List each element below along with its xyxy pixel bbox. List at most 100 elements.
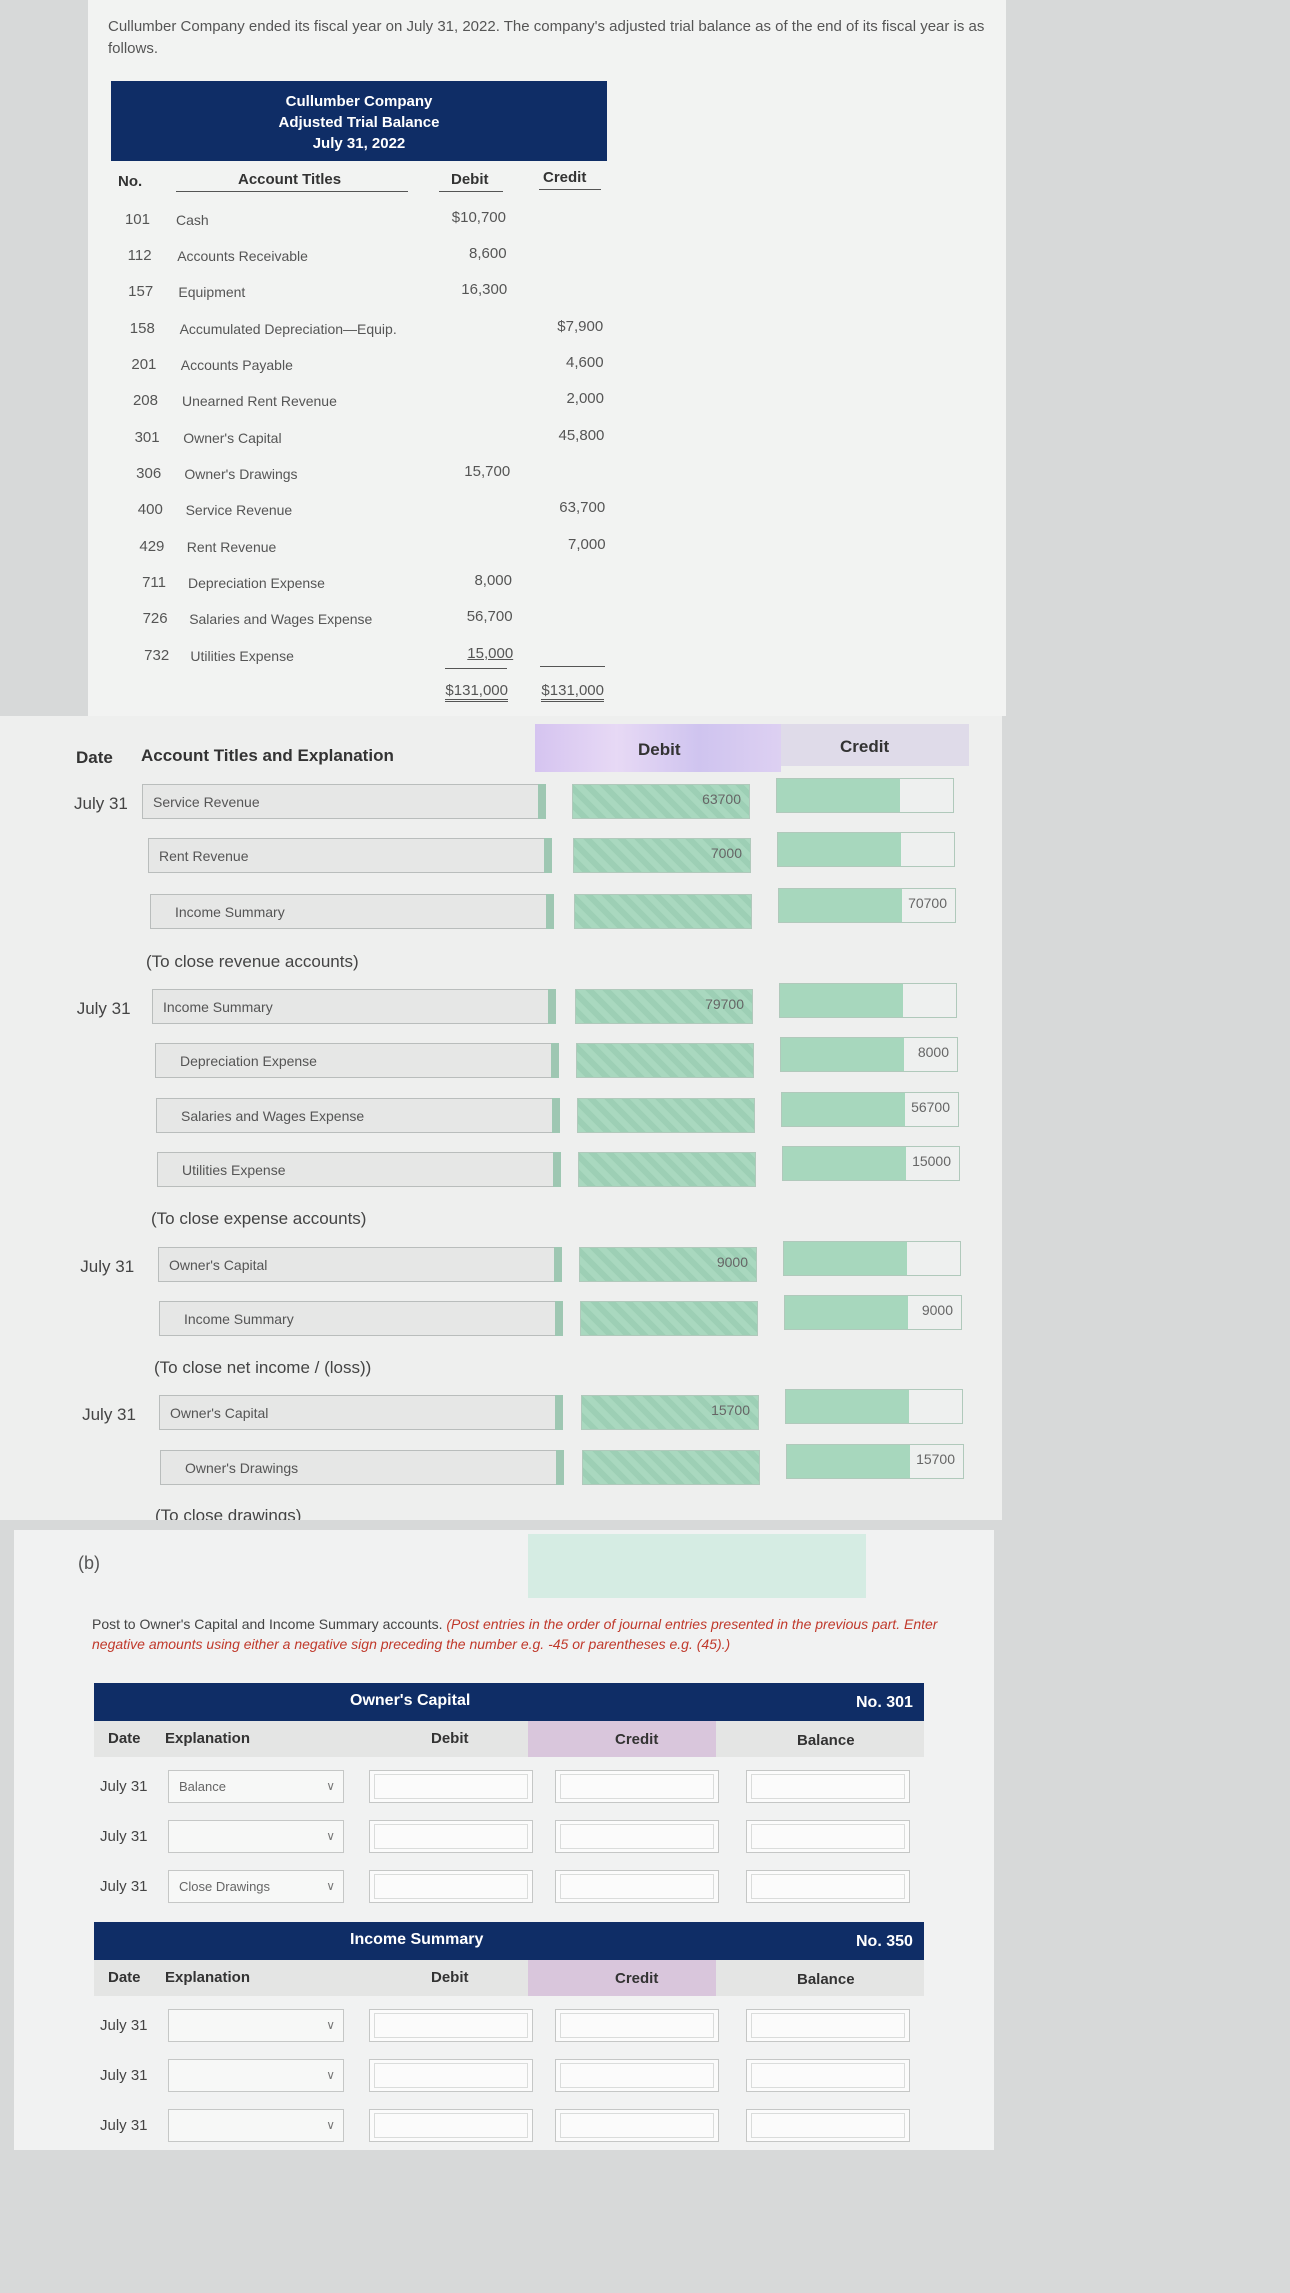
account-title-input[interactable]: Depreciation Expense: [155, 1043, 559, 1078]
tb-debit-value: 8,600: [469, 245, 507, 262]
debit-input[interactable]: [574, 894, 752, 929]
divider: [539, 189, 601, 190]
account-title-input[interactable]: Utilities Expense: [157, 1152, 561, 1187]
tb-credit-value: 2,000: [566, 390, 604, 407]
credit-input[interactable]: 15700: [786, 1444, 964, 1479]
tb-account-no: 101: [124, 211, 150, 228]
ledger-date: July 31: [100, 2017, 148, 2034]
journal-credit-header: Credit: [840, 737, 890, 756]
credit-col-highlight: [528, 1721, 716, 1757]
account-title-input[interactable]: Income Summary: [152, 989, 556, 1024]
debit-input[interactable]: 9000: [579, 1247, 757, 1282]
explanation-select[interactable]: ∨: [168, 2009, 344, 2042]
journal-date-header: Date: [76, 748, 113, 767]
debit-input[interactable]: [582, 1450, 760, 1485]
ledger-balance-header: Balance: [797, 1732, 855, 1749]
instruction-note: (Post entries in the order of journal en…: [92, 1616, 938, 1652]
ledger-account-no: No. 350: [856, 1933, 913, 1950]
credit-col-highlight: [528, 1960, 716, 1996]
ledger-credit-input[interactable]: [555, 2009, 719, 2042]
ledger-account-no: No. 301: [856, 1694, 913, 1711]
ledger-credit-input[interactable]: [555, 2109, 719, 2142]
journal-date: July 31: [80, 1257, 135, 1276]
ledger-balance-input[interactable]: [746, 1820, 910, 1853]
explanation-select[interactable]: ∨: [168, 2109, 344, 2142]
credit-input[interactable]: 9000: [784, 1295, 962, 1330]
ledger-credit-input[interactable]: [555, 1870, 719, 1903]
tb-account-title: Cash: [176, 212, 209, 228]
tb-account-title: Accumulated Depreciation—Equip.: [179, 321, 397, 337]
ledger-credit-header: Credit: [615, 1970, 659, 1987]
tb-debit-value: 8,000: [474, 572, 512, 589]
tb-account-no: 158: [129, 320, 155, 337]
ledger-date-header: Date: [108, 1969, 141, 1986]
account-title-input[interactable]: Income Summary: [150, 894, 554, 929]
ledger-balance-header: Balance: [797, 1971, 855, 1988]
ledger-balance-input[interactable]: [746, 1870, 910, 1903]
debit-input[interactable]: 63700: [572, 784, 750, 819]
ledger-balance-input[interactable]: [746, 1770, 910, 1803]
credit-input[interactable]: 56700: [781, 1092, 959, 1127]
ledger-credit-input[interactable]: [555, 1770, 719, 1803]
ledger-debit-input[interactable]: [369, 2059, 533, 2092]
debit-input[interactable]: [578, 1152, 756, 1187]
chevron-down-icon: ∨: [326, 2018, 335, 2032]
tb-account-no: 157: [128, 283, 154, 300]
account-title-input[interactable]: Service Revenue: [142, 784, 546, 819]
credit-input[interactable]: [777, 832, 955, 867]
credit-input[interactable]: 70700: [778, 888, 956, 923]
debit-input[interactable]: 7000: [573, 838, 751, 873]
credit-input[interactable]: [783, 1241, 961, 1276]
ledger-balance-input[interactable]: [746, 2059, 910, 2092]
credit-input[interactable]: 15000: [782, 1146, 960, 1181]
ledger-date: July 31: [100, 1778, 148, 1795]
explanation-select[interactable]: ∨: [168, 1820, 344, 1853]
ledger-debit-input[interactable]: [369, 2109, 533, 2142]
ledger-credit-header: Credit: [615, 1731, 659, 1748]
tb-account-title: Accounts Payable: [180, 357, 293, 373]
account-title-input[interactable]: Owner's Capital: [159, 1395, 563, 1430]
explanation-select[interactable]: Close Drawings ∨: [168, 1870, 344, 1903]
account-title-input[interactable]: Owner's Capital: [158, 1247, 562, 1282]
tb-credit-value: 4,600: [566, 354, 604, 371]
credit-input[interactable]: [776, 778, 954, 813]
account-title-input[interactable]: Rent Revenue: [148, 838, 552, 873]
debit-input[interactable]: [580, 1301, 758, 1336]
account-title-input[interactable]: Income Summary: [159, 1301, 563, 1336]
ledger-debit-input[interactable]: [369, 1870, 533, 1903]
tb-account-title: Rent Revenue: [186, 539, 277, 555]
part-b-label: (b): [78, 1553, 100, 1573]
debit-input[interactable]: [577, 1098, 755, 1133]
credit-header-bg: [781, 724, 969, 766]
ledger-debit-input[interactable]: [369, 1820, 533, 1853]
account-title-input[interactable]: Salaries and Wages Expense: [156, 1098, 560, 1133]
tb-account-no: 301: [134, 429, 160, 446]
note-close-net-income: (To close net income / (loss)): [154, 1358, 372, 1377]
account-title-input[interactable]: Owner's Drawings: [160, 1450, 564, 1485]
ledger-credit-input[interactable]: [555, 1820, 719, 1853]
credit-input[interactable]: [779, 983, 957, 1018]
divider: [439, 191, 503, 192]
tb-company: Cullumber Company: [285, 93, 433, 110]
journal-date: July 31: [82, 1405, 136, 1424]
debit-input[interactable]: [576, 1043, 754, 1078]
tb-credit-value: 7,000: [568, 536, 606, 553]
ledger-debit-input[interactable]: [369, 2009, 533, 2042]
ledger-balance-input[interactable]: [746, 2009, 910, 2042]
ledger-credit-input[interactable]: [555, 2059, 719, 2092]
explanation-select[interactable]: ∨: [168, 2059, 344, 2092]
debit-input[interactable]: 15700: [581, 1395, 759, 1430]
tb-total-debit: $131,000: [418, 682, 508, 702]
tb-date: July 31, 2022: [312, 135, 406, 152]
tb-account-title: Equipment: [178, 284, 246, 300]
tb-account-title: Utilities Expense: [190, 648, 294, 664]
tb-col-no: No.: [118, 173, 143, 190]
debit-input[interactable]: 79700: [575, 989, 753, 1024]
tb-account-title: Salaries and Wages Expense: [189, 611, 373, 627]
credit-input[interactable]: [785, 1389, 963, 1424]
credit-input[interactable]: 8000: [780, 1037, 958, 1072]
ledger-debit-input[interactable]: [369, 1770, 533, 1803]
tb-account-no: 306: [136, 465, 162, 482]
ledger-balance-input[interactable]: [746, 2109, 910, 2142]
explanation-select[interactable]: Balance ∨: [168, 1770, 344, 1803]
